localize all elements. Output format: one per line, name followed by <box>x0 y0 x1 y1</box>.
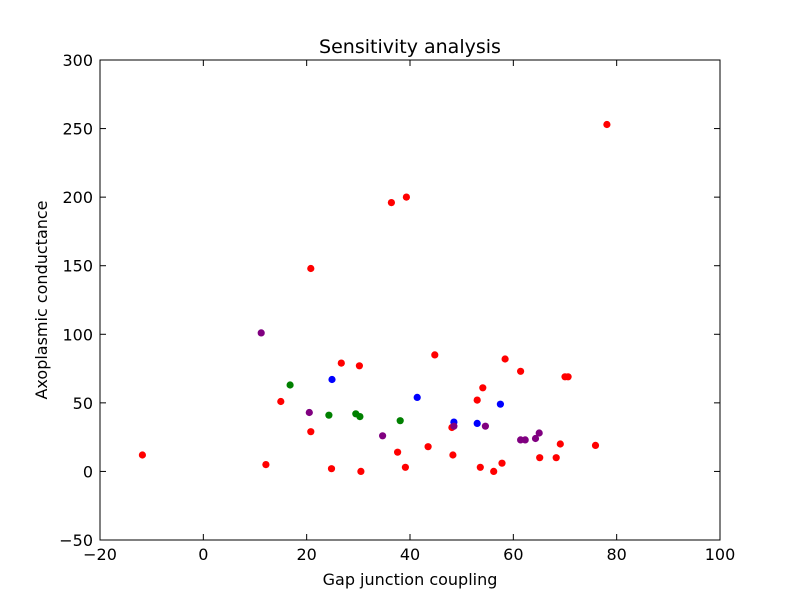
data-point <box>521 436 529 444</box>
x-tick-label: 20 <box>296 545 316 564</box>
data-point <box>424 443 432 451</box>
data-point <box>402 193 410 201</box>
x-axis-label: Gap junction coupling <box>323 570 498 589</box>
data-point <box>355 362 363 370</box>
y-tick-label: 250 <box>62 120 93 139</box>
data-point <box>337 359 345 367</box>
y-tick-label: 50 <box>73 394 93 413</box>
data-point <box>286 381 294 389</box>
x-tick-label: 0 <box>198 545 208 564</box>
x-tick-label: 100 <box>705 545 736 564</box>
data-point <box>535 429 543 437</box>
y-tick-label: 300 <box>62 51 93 70</box>
data-point <box>307 264 315 273</box>
x-tick-label: 40 <box>400 545 420 564</box>
data-point <box>305 408 313 417</box>
data-point <box>262 461 270 469</box>
data-point <box>307 428 315 436</box>
data-point <box>564 373 572 381</box>
x-tick-label: −20 <box>83 545 117 564</box>
y-tick-label: 0 <box>83 462 93 481</box>
data-point <box>476 463 484 471</box>
points-layer <box>138 120 611 475</box>
data-point <box>501 355 509 363</box>
data-point <box>498 459 506 467</box>
data-point <box>356 413 364 421</box>
y-axis-label: Axoplasmic conductance <box>32 200 51 399</box>
x-tick-label: 80 <box>606 545 626 564</box>
data-point <box>257 329 265 337</box>
data-point <box>277 397 285 406</box>
data-point <box>413 393 421 401</box>
data-point <box>603 120 611 129</box>
data-point <box>328 375 336 384</box>
y-tick-label: 100 <box>62 325 93 344</box>
data-point <box>325 411 333 419</box>
data-point <box>591 441 600 449</box>
data-point <box>473 396 481 404</box>
data-point <box>496 400 504 408</box>
y-tick-label: 200 <box>62 188 93 207</box>
data-point <box>394 448 402 456</box>
data-point <box>357 467 365 475</box>
data-point <box>431 351 439 359</box>
data-point <box>531 434 540 443</box>
data-point <box>479 384 487 392</box>
data-point <box>450 422 458 430</box>
data-point <box>473 419 481 427</box>
data-point <box>387 199 395 207</box>
data-point <box>138 451 146 459</box>
ticks-layer: −20 0 20 40 60 80 100 −50 0 50 100 150 200 250 300 <box>59 51 735 564</box>
data-point <box>379 432 387 440</box>
data-point <box>401 463 409 471</box>
chart-title: Sensitivity analysis <box>319 36 501 58</box>
y-tick-label: −50 <box>59 531 93 550</box>
data-point <box>556 440 564 448</box>
data-point <box>481 422 489 430</box>
y-tick-label: 150 <box>62 257 93 276</box>
x-tick-label: 60 <box>503 545 523 564</box>
data-point <box>490 467 498 475</box>
data-point <box>327 465 336 473</box>
data-point <box>449 451 457 459</box>
data-point <box>536 454 544 462</box>
data-point <box>552 454 560 462</box>
data-point <box>517 367 525 375</box>
data-point <box>396 417 404 425</box>
